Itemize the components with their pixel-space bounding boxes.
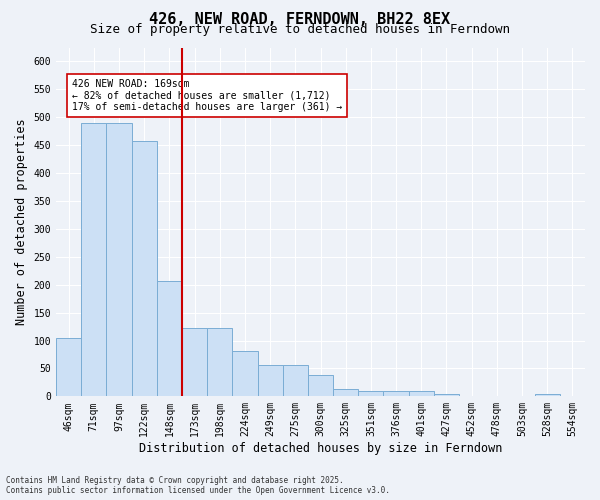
Bar — [358, 391, 383, 396]
Text: 426, NEW ROAD, FERNDOWN, BH22 8EX: 426, NEW ROAD, FERNDOWN, BH22 8EX — [149, 12, 451, 28]
Bar — [207, 328, 232, 396]
Text: Contains HM Land Registry data © Crown copyright and database right 2025.
Contai: Contains HM Land Registry data © Crown c… — [6, 476, 390, 495]
Bar — [409, 391, 434, 396]
Bar — [434, 394, 459, 396]
Bar — [257, 364, 283, 396]
Bar — [283, 364, 308, 396]
X-axis label: Distribution of detached houses by size in Ferndown: Distribution of detached houses by size … — [139, 442, 502, 455]
Bar — [157, 281, 182, 396]
Bar — [106, 123, 131, 396]
Bar — [131, 140, 157, 396]
Text: Size of property relative to detached houses in Ferndown: Size of property relative to detached ho… — [90, 22, 510, 36]
Bar — [535, 394, 560, 396]
Bar — [81, 123, 106, 396]
Bar — [308, 375, 333, 396]
Y-axis label: Number of detached properties: Number of detached properties — [15, 118, 28, 325]
Text: 426 NEW ROAD: 169sqm
← 82% of detached houses are smaller (1,712)
17% of semi-de: 426 NEW ROAD: 169sqm ← 82% of detached h… — [72, 79, 342, 112]
Bar — [232, 350, 257, 397]
Bar — [383, 391, 409, 396]
Bar — [333, 389, 358, 396]
Bar — [56, 338, 81, 396]
Bar — [182, 328, 207, 396]
